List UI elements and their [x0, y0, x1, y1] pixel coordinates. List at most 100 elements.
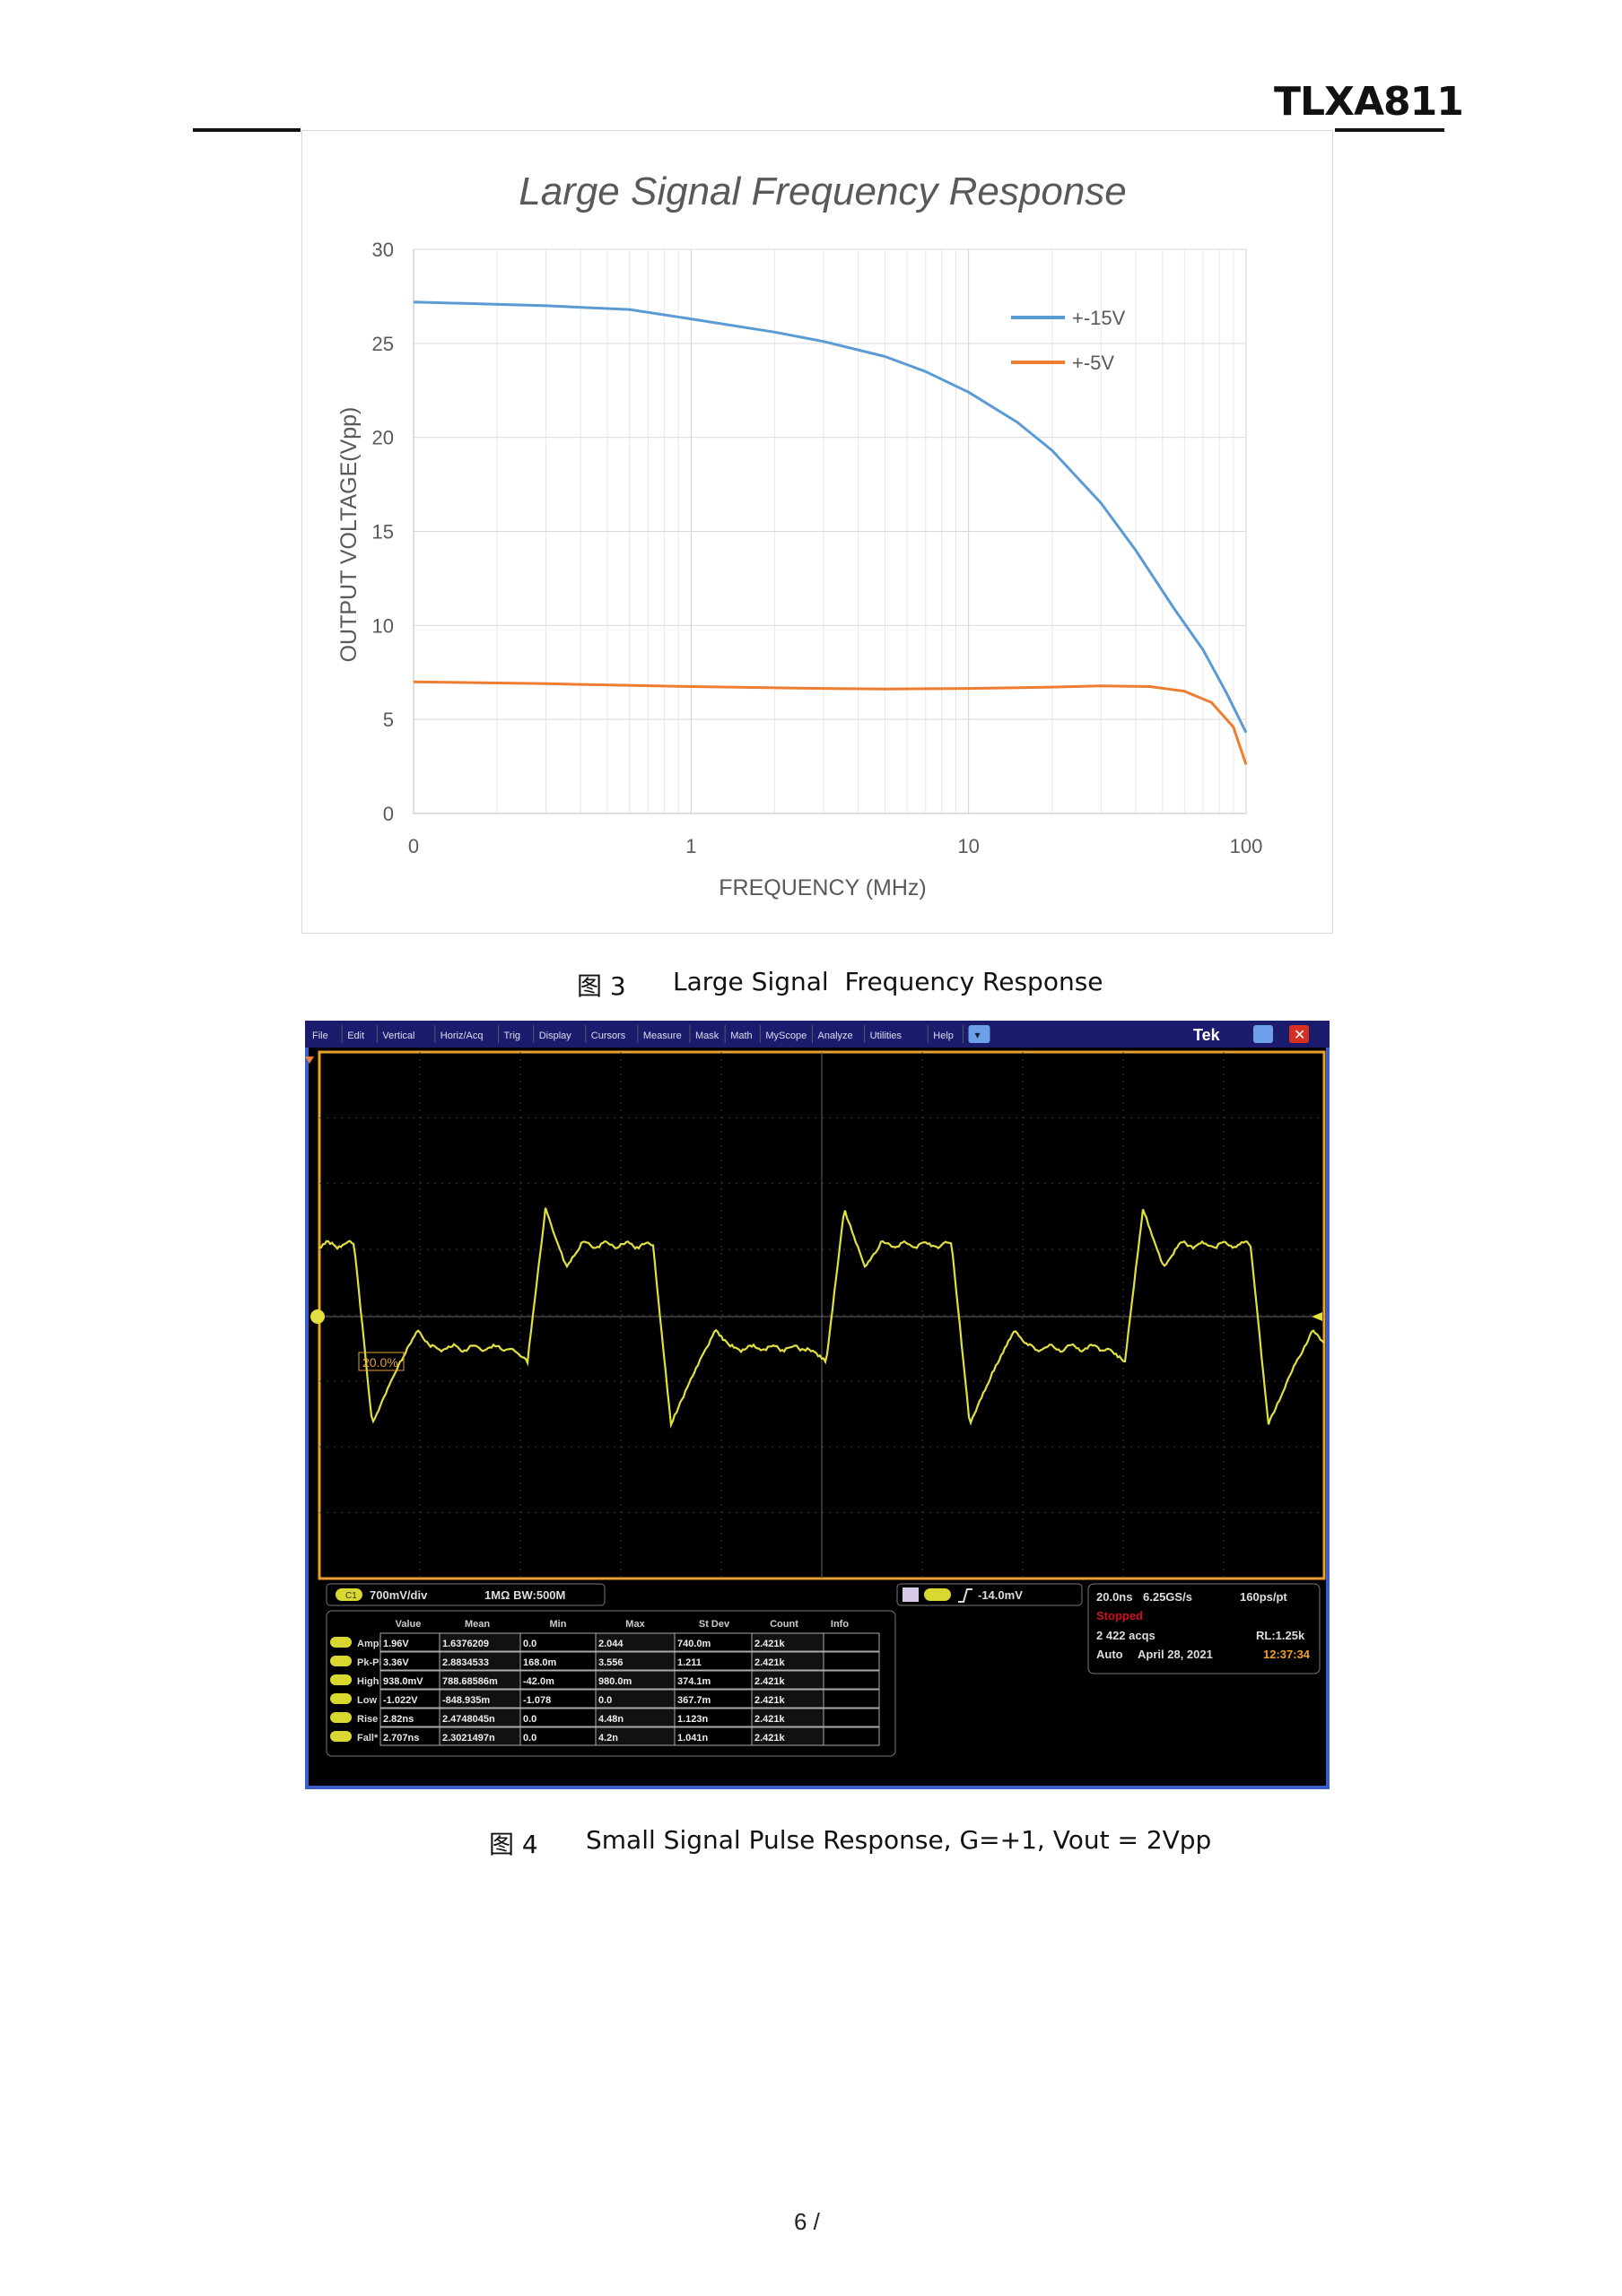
measure-header: Info [831, 1619, 849, 1630]
y-tick-label: 0 [383, 803, 394, 825]
measure-value: -42.0m [523, 1676, 554, 1687]
tek-logo: Tek [1193, 1026, 1221, 1044]
menu-item[interactable]: File [312, 1031, 328, 1041]
oscilloscope-screenshot: File Edit Vertical Horiz/Acq Trig Display Curs… [305, 1021, 1330, 1789]
measure-header: Value [396, 1619, 422, 1630]
y-tick-label: 10 [372, 614, 394, 637]
measure-value: 0.0 [523, 1733, 536, 1744]
measure-channel-badge [330, 1712, 352, 1723]
measure-value: 2.421k [754, 1639, 786, 1649]
series-line-1 [414, 682, 1246, 764]
measure-name: Low [357, 1695, 377, 1706]
measure-header: Min [550, 1619, 567, 1630]
measure-header: Mean [465, 1619, 490, 1630]
measure-channel-badge [330, 1693, 352, 1704]
measure-channel-badge [330, 1637, 352, 1648]
figure3-caption-label: 图 3 [577, 967, 626, 1003]
menu-item[interactable]: Display [539, 1031, 572, 1041]
y-tick-label: 5 [383, 709, 394, 731]
measure-value: -848.935m [442, 1695, 490, 1706]
menu-item[interactable]: Horiz/Acq [440, 1031, 484, 1041]
channel-badge-text: C1 [345, 1591, 357, 1601]
measure-value: 1.123n [677, 1714, 709, 1725]
measure-value: 2.4748045n [442, 1714, 495, 1725]
measure-value: 1.6376209 [442, 1639, 489, 1649]
measure-cell [824, 1690, 879, 1708]
measure-value: 0.0 [523, 1639, 536, 1649]
sample-rate: 6.25GS/s [1143, 1590, 1192, 1604]
measure-cell [824, 1652, 879, 1670]
measure-value: 2.8834533 [442, 1657, 489, 1668]
measure-header: Count [770, 1619, 798, 1630]
y-tick-label: 20 [372, 427, 394, 449]
resolution: 160ps/pt [1240, 1590, 1287, 1604]
menu-item[interactable]: Measure [643, 1031, 682, 1041]
menu-item[interactable]: Edit [347, 1031, 364, 1041]
measure-cell [824, 1709, 879, 1726]
menu-item[interactable]: Vertical [382, 1031, 414, 1041]
menu-item[interactable]: Analyze [818, 1031, 853, 1041]
x-axis-label: FREQUENCY (MHz) [719, 875, 926, 900]
measure-value: 0.0 [523, 1714, 536, 1725]
date: April 28, 2021 [1138, 1648, 1213, 1661]
x-tick-label: 100 [1230, 835, 1263, 857]
x-tick-label: 0 [408, 835, 419, 857]
measure-value: 2.421k [754, 1733, 786, 1744]
frequency-response-chart: Large Signal Frequency Response 0 5 10 15 20… [301, 130, 1333, 934]
measure-value: -1.022V [383, 1695, 418, 1706]
measure-value: 2.421k [754, 1657, 786, 1668]
y-tick-label: 25 [372, 333, 394, 355]
x-tick-label: 10 [957, 835, 979, 857]
measure-value: 788.68586m [442, 1676, 498, 1687]
ref-level-label: 20.0% [362, 1355, 398, 1370]
menu-item[interactable]: Trig [504, 1031, 521, 1041]
measure-value: 367.7m [677, 1695, 711, 1706]
y-tick-label: 15 [372, 521, 394, 544]
measure-value: 2.707ns [383, 1733, 419, 1744]
chart-title: Large Signal Frequency Response [519, 170, 1127, 213]
legend-label: +-5V [1072, 352, 1114, 374]
menu-item[interactable]: Utilities [870, 1031, 903, 1041]
menu-item[interactable]: MyScope [765, 1031, 807, 1041]
measure-value: 4.48n [598, 1714, 624, 1725]
measure-name: Fall* [357, 1733, 379, 1744]
menu-item[interactable]: Math [730, 1031, 752, 1041]
menu-item[interactable]: Mask [695, 1031, 719, 1041]
measure-value: 938.0mV [383, 1676, 423, 1687]
measure-name: Ampl [357, 1639, 382, 1649]
channel1-ground-marker[interactable] [310, 1309, 325, 1324]
trigger-level: -14.0mV [978, 1588, 1023, 1602]
horizontal-scale: 20.0ns [1096, 1590, 1132, 1604]
measure-value: 2.3021497n [442, 1733, 495, 1744]
trigger-mode: Auto [1096, 1648, 1123, 1661]
menu-item[interactable]: Cursors [591, 1031, 626, 1041]
minimize-button[interactable] [1253, 1025, 1273, 1043]
measure-value: 0.0 [598, 1695, 612, 1706]
figure4-caption: Small Signal Pulse Response, G=+1, Vout … [586, 1825, 1211, 1855]
measure-value: 1.211 [677, 1657, 702, 1668]
measure-value: 2.421k [754, 1714, 786, 1725]
measure-value: -1.078 [523, 1695, 551, 1706]
document-title: TLXA811 [1274, 79, 1463, 125]
measure-value: 2.421k [754, 1695, 786, 1706]
measure-channel-badge [330, 1674, 352, 1685]
measure-value: 2.421k [754, 1676, 786, 1687]
series-line-0 [414, 302, 1246, 733]
measure-value: 3.36V [383, 1657, 409, 1668]
legend-label: +-15V [1072, 307, 1126, 329]
header-rule-right [1335, 128, 1444, 132]
measure-value: 3.556 [598, 1657, 624, 1668]
measure-value: 980.0m [598, 1676, 632, 1687]
measure-name: Rise [357, 1714, 378, 1725]
measure-value: 1.041n [677, 1733, 709, 1744]
measure-cell [824, 1671, 879, 1689]
measure-value: 168.0m [523, 1657, 557, 1668]
measure-channel-badge [330, 1656, 352, 1666]
measure-value: 740.0m [677, 1639, 711, 1649]
menu-item[interactable]: Help [933, 1031, 954, 1041]
measure-name: High [357, 1676, 379, 1687]
measure-header: St Dev [699, 1619, 730, 1630]
trigger-source-badge [924, 1588, 951, 1601]
record-length: RL:1.25k [1256, 1629, 1305, 1642]
y-axis-label: OUTPUT VOLTAGE(Vpp) [336, 407, 362, 663]
